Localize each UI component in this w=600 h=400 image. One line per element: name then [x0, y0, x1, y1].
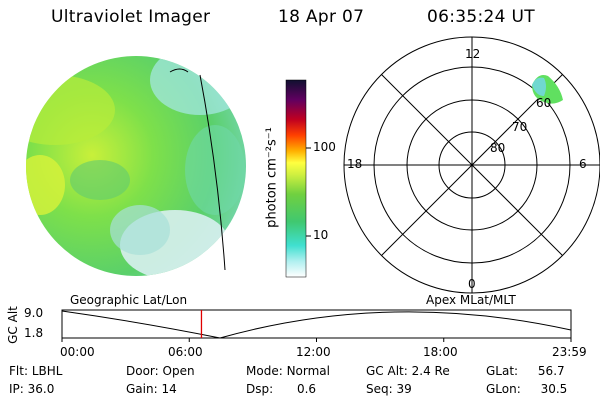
status-gc-alt: GC Alt: 2.4 Re — [366, 364, 450, 378]
status-dsp-value: 0.6 — [296, 382, 317, 396]
timeline-right-caption: Apex MLat/MLT — [426, 293, 516, 307]
status-glat: GLat: 56.7 — [486, 364, 565, 378]
status-dsp-label: Dsp: — [246, 382, 274, 396]
lat-label-70: 70 — [512, 120, 528, 134]
status-door-label: Door: — [126, 364, 159, 378]
timeline-x-tick-2359: 23:59 — [552, 345, 587, 359]
status-filter-value: LBHL — [31, 364, 63, 378]
status-glat-value: 56.7 — [537, 364, 565, 378]
status-mode: Mode: Normal — [246, 364, 330, 378]
lat-label-60: 60 — [536, 96, 552, 110]
status-dsp: Dsp: 0.6 — [246, 382, 316, 396]
timeline-frame — [61, 309, 572, 339]
timeline-x-tick-1200: 12:00 — [296, 345, 331, 359]
mlt-label-18: 18 — [347, 157, 363, 171]
mlt-label-12: 12 — [465, 47, 481, 61]
status-filter: Flt: LBHL — [9, 364, 62, 378]
image-date: 18 Apr 07 — [278, 7, 365, 27]
colorbar-tick-100: 100 — [313, 140, 336, 154]
timeline-x-tick-0000: 00:00 — [60, 345, 95, 359]
status-gain: Gain: 14 — [126, 382, 177, 396]
status-ip-value: 36.0 — [27, 382, 55, 396]
status-glon-label: GLon: — [486, 382, 521, 396]
timeline-x-tick-0600: 06:00 — [168, 345, 203, 359]
lat-label-80: 80 — [490, 141, 506, 155]
colorbar-tick-10: 10 — [313, 228, 329, 242]
status-gain-label: Gain: — [126, 382, 158, 396]
status-gc-alt-label: GC Alt: — [366, 364, 408, 378]
terminator-line — [199, 74, 226, 271]
mlt-label-0: 0 — [468, 277, 476, 291]
status-door: Door: Open — [126, 364, 195, 378]
status-seq-value: 39 — [396, 382, 412, 396]
status-gain-value: 14 — [161, 382, 177, 396]
altitude-curve — [61, 310, 572, 339]
status-gc-alt-value: 2.4 Re — [411, 364, 450, 378]
timeline-y-tick-top: 9.0 — [24, 306, 44, 320]
timeline-y-tick-bottom: 1.8 — [24, 326, 44, 340]
status-seq-label: Seq: — [366, 382, 393, 396]
status-glat-label: GLat: — [486, 364, 519, 378]
timeline-left-caption: Geographic Lat/Lon — [70, 293, 188, 307]
status-ip-label: IP: — [9, 382, 24, 396]
status-mode-value: Normal — [286, 364, 330, 378]
status-ip: IP: 36.0 — [9, 382, 54, 396]
status-mode-label: Mode: — [246, 364, 283, 378]
status-filter-label: Flt: — [9, 364, 28, 378]
status-glon-value: 30.5 — [540, 382, 568, 396]
status-door-value: Open — [162, 364, 195, 378]
status-seq: Seq: 39 — [366, 382, 412, 396]
timeline-x-tick-1800: 18:00 — [423, 345, 458, 359]
instrument-title: Ultraviolet Imager — [51, 7, 211, 27]
mlt-label-6: 6 — [579, 157, 587, 171]
status-glon: GLon: 30.5 — [486, 382, 567, 396]
image-time: 06:35:24 UT — [427, 7, 535, 27]
